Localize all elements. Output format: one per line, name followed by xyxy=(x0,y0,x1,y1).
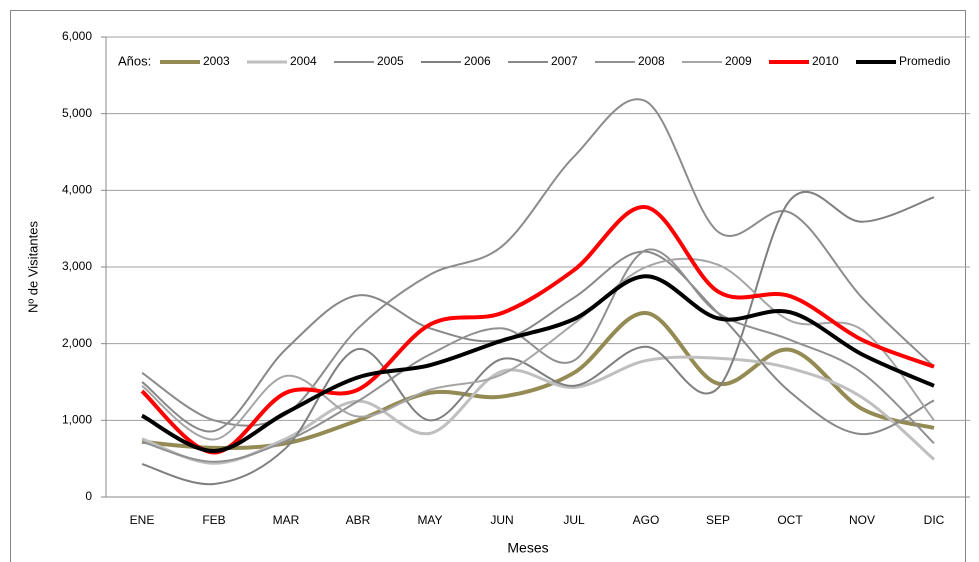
x-axis-label: Meses xyxy=(507,540,548,556)
x-tick-label: OCT xyxy=(777,513,803,527)
series-line xyxy=(141,191,935,486)
x-tick-label: AGO xyxy=(633,513,660,527)
y-tick-label: 5,000 xyxy=(62,106,92,120)
legend-label: 2007 xyxy=(551,54,578,68)
x-tick-label: JUN xyxy=(490,513,513,527)
y-tick-label: 6,000 xyxy=(62,29,92,43)
y-axis-label: Nº de Visitantes xyxy=(25,221,40,313)
series-line xyxy=(141,248,935,463)
legend-label: 2003 xyxy=(203,54,230,68)
y-tick-label: 1,000 xyxy=(62,413,92,427)
x-tick-label: ENE xyxy=(130,513,155,527)
x-tick-label: MAY xyxy=(417,513,442,527)
x-tick-label: NOV xyxy=(849,513,875,527)
series-line xyxy=(140,205,935,455)
legend-label: 2006 xyxy=(464,54,491,68)
legend-label: 2010 xyxy=(812,54,839,68)
y-tick-label: 0 xyxy=(85,489,92,503)
legend-label: Promedio xyxy=(899,54,951,68)
x-tick-label: MAR xyxy=(273,513,300,527)
x-tick-label: DIC xyxy=(924,513,945,527)
legend-label: 2009 xyxy=(725,54,752,68)
series-line xyxy=(141,311,935,450)
x-tick-label: JUL xyxy=(563,513,585,527)
series-line xyxy=(141,355,935,465)
x-tick-label: SEP xyxy=(706,513,730,527)
legend-label: 2008 xyxy=(638,54,665,68)
y-tick-label: 2,000 xyxy=(62,336,92,350)
legend-label: 2005 xyxy=(377,54,404,68)
x-tick-label: FEB xyxy=(202,513,225,527)
series-line xyxy=(141,250,935,436)
x-tick-label: ABR xyxy=(346,513,371,527)
y-tick-label: 4,000 xyxy=(62,183,92,197)
legend-label: 2004 xyxy=(290,54,317,68)
series-line xyxy=(141,274,935,454)
y-tick-label: 3,000 xyxy=(62,259,92,273)
legend-title: Años: xyxy=(118,53,151,68)
series-line xyxy=(141,257,935,441)
chart-border xyxy=(10,10,966,562)
